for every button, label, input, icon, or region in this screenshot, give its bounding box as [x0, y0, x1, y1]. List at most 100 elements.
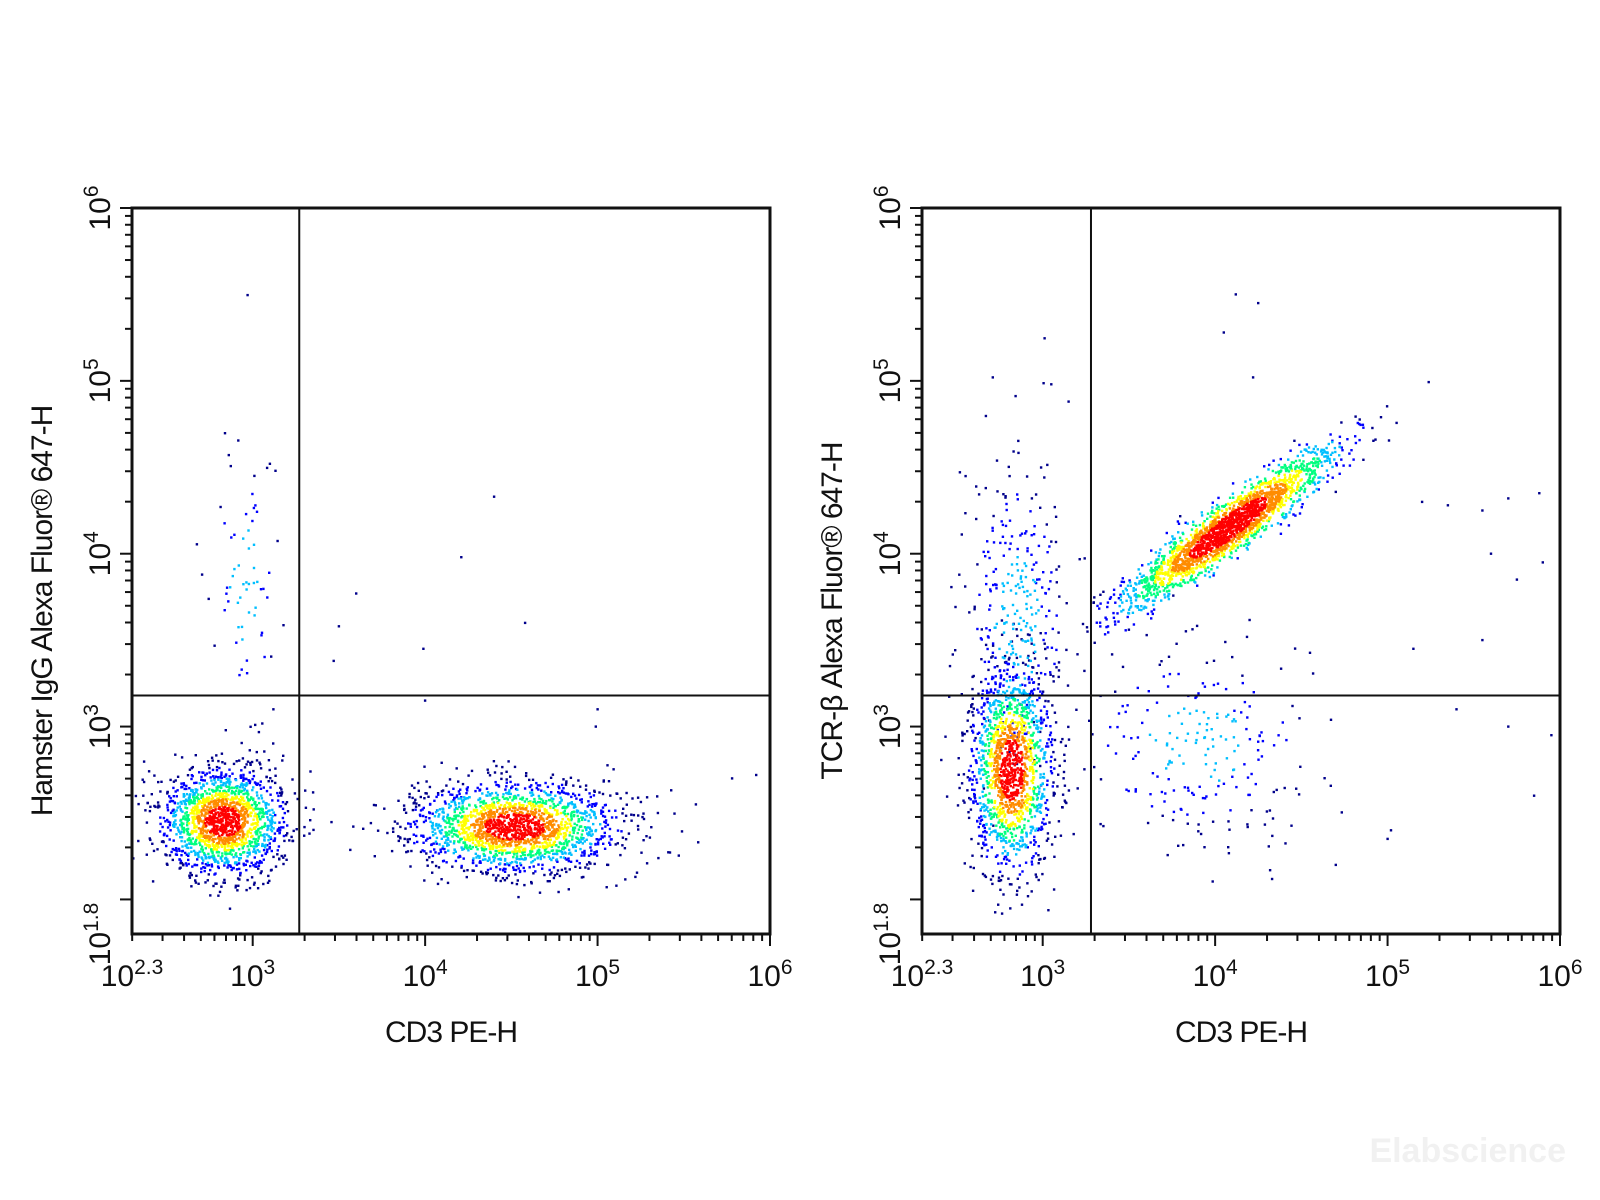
event-dot [1003, 669, 1006, 672]
event-dot [584, 810, 587, 813]
event-dot [257, 829, 260, 832]
event-dot [517, 835, 520, 838]
event-dot [214, 806, 217, 809]
event-dot [412, 833, 415, 836]
event-dot [1160, 660, 1163, 663]
event-dot [254, 805, 258, 808]
event-dot [989, 590, 992, 593]
event-dot [526, 819, 529, 823]
event-dot [529, 833, 532, 836]
event-dot [1034, 493, 1038, 496]
event-dot [994, 688, 997, 691]
event-dot [499, 821, 502, 824]
event-dot [191, 789, 194, 792]
event-dot [252, 566, 256, 570]
event-dot [170, 799, 173, 803]
event-dot [1162, 675, 1165, 678]
event-dot [137, 839, 140, 843]
event-dot [462, 798, 466, 802]
event-dot [166, 792, 169, 795]
event-dot [1057, 631, 1060, 634]
event-dot [1144, 606, 1148, 609]
event-dot [248, 813, 251, 816]
event-dot [493, 854, 496, 858]
event-dot [945, 795, 949, 798]
event-dot [193, 823, 196, 826]
event-dot [520, 803, 523, 807]
event-dot [462, 869, 466, 873]
event-dot [1298, 717, 1301, 720]
event-dot [518, 819, 521, 822]
event-dot [282, 856, 285, 859]
event-dot [481, 815, 484, 818]
event-dot [948, 695, 951, 698]
event-dot [183, 829, 186, 832]
event-dot [134, 794, 138, 798]
event-dot [1233, 709, 1236, 712]
event-dot [500, 812, 503, 816]
event-dot [1319, 476, 1322, 479]
event-dot [988, 691, 991, 694]
event-dot [207, 852, 210, 856]
event-dot [445, 861, 448, 864]
event-dot [512, 866, 515, 869]
event-dot [274, 865, 278, 868]
event-dot [217, 854, 220, 857]
event-dot [466, 835, 469, 839]
event-dot [495, 826, 499, 830]
event-dot [1172, 537, 1175, 541]
event-dot [1039, 716, 1043, 719]
event-dot [535, 781, 538, 785]
event-dot [505, 781, 508, 784]
event-dot [204, 863, 208, 866]
event-dot [219, 505, 222, 509]
event-dot [564, 846, 567, 849]
event-dot [601, 814, 605, 818]
event-dot [1006, 705, 1009, 708]
event-dot [1338, 445, 1341, 448]
event-dot [505, 778, 508, 781]
event-dot [1257, 758, 1260, 761]
event-dot [505, 801, 508, 804]
event-dot [1248, 738, 1252, 741]
event-dot [225, 831, 228, 834]
event-dot [1035, 561, 1038, 564]
event-dot [523, 835, 526, 839]
event-dot [1168, 732, 1172, 735]
event-dot [476, 840, 480, 843]
event-dot [476, 831, 479, 835]
event-dot [505, 876, 509, 880]
event-dot [985, 689, 989, 692]
event-dot [1258, 734, 1261, 737]
event-dot [549, 806, 552, 810]
event-dot [180, 836, 184, 839]
event-dot [201, 832, 205, 835]
event-dot [1177, 672, 1180, 676]
event-dot [994, 626, 997, 629]
event-dot [492, 824, 496, 827]
event-dot [230, 868, 233, 872]
event-dot [296, 797, 299, 801]
event-dot [186, 827, 190, 831]
event-dot [266, 816, 269, 819]
event-dot [171, 799, 175, 803]
event-dot [232, 762, 236, 766]
event-dot [462, 829, 466, 833]
event-dot [1054, 835, 1057, 838]
event-dot [238, 843, 241, 846]
event-dot [195, 810, 199, 814]
event-dot [267, 839, 270, 842]
event-dot [614, 843, 617, 846]
event-dot [422, 834, 425, 837]
event-dot [229, 865, 233, 868]
event-dot [429, 820, 432, 823]
event-dot [1293, 647, 1297, 650]
event-dot [535, 823, 538, 826]
event-dot [1043, 751, 1046, 755]
event-dot [1065, 602, 1068, 605]
event-dot [537, 848, 541, 851]
event-dot [1240, 711, 1243, 714]
event-dot [221, 841, 224, 844]
event-dot [523, 814, 527, 817]
event-dot [237, 862, 241, 865]
